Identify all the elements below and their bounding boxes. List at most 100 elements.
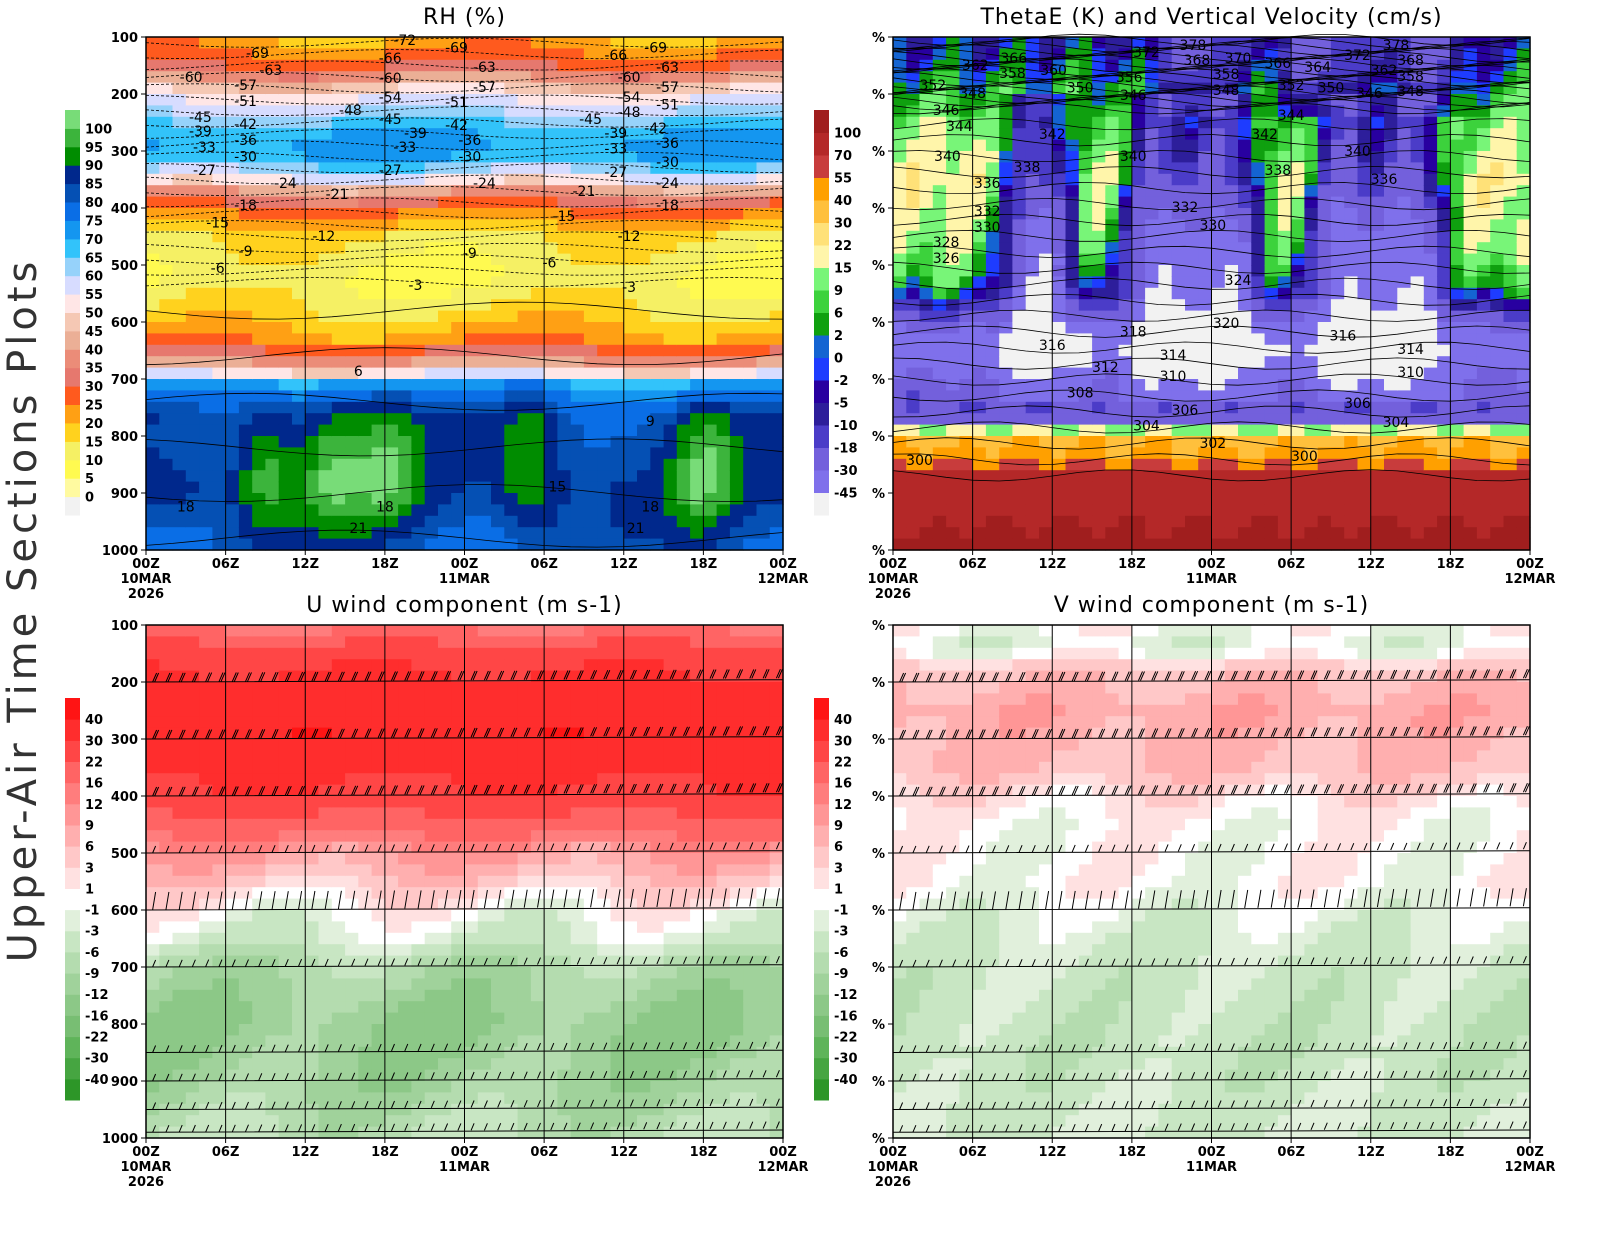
- field-cell: [398, 390, 412, 402]
- field-cell: [1132, 447, 1146, 459]
- field-cell: [1411, 425, 1425, 437]
- field-cell: [1132, 379, 1146, 391]
- field-cell: [959, 219, 973, 231]
- field-cell: [597, 288, 611, 300]
- field-cell: [358, 299, 372, 311]
- field-cell: [1437, 345, 1451, 357]
- field-cell: [279, 482, 293, 494]
- field-cell: [770, 299, 784, 311]
- field-cell: [212, 762, 226, 774]
- field-cell: [265, 470, 279, 482]
- field-cell: [1079, 128, 1093, 140]
- field-cell: [1358, 459, 1372, 471]
- field-cell: [677, 219, 691, 231]
- field-cell: [1464, 356, 1478, 368]
- field-cell: [1318, 105, 1332, 117]
- field-cell: [571, 447, 585, 459]
- contour-label: 9: [646, 414, 655, 430]
- field-cell: [1304, 288, 1318, 300]
- field-cell: [173, 162, 187, 174]
- field-cell: [159, 659, 173, 671]
- field-cell: [920, 345, 934, 357]
- field-cell: [319, 71, 333, 83]
- field-cell: [770, 390, 784, 402]
- field-cell: [279, 197, 293, 209]
- field-cell: [1265, 219, 1279, 231]
- contour-label: 362: [1371, 63, 1398, 79]
- field-cell: [173, 887, 187, 899]
- field-cell: [1464, 482, 1478, 494]
- field-cell: [1477, 436, 1491, 448]
- field-cell: [1198, 265, 1212, 277]
- field-cell: [1490, 425, 1504, 437]
- field-cell: [703, 128, 717, 140]
- field-cell: [1105, 470, 1119, 482]
- field-cell: [478, 299, 492, 311]
- field-cell: [385, 482, 399, 494]
- field-cell: [146, 322, 160, 334]
- field-cell: [933, 174, 947, 186]
- field-cell: [1517, 447, 1531, 459]
- field-cell: [1172, 539, 1186, 551]
- field-cell: [385, 436, 399, 448]
- field-cell: [717, 311, 731, 323]
- field-cell: [411, 311, 425, 323]
- field-cell: [159, 990, 173, 1002]
- field-cell: [146, 864, 160, 876]
- field-cell: [717, 162, 731, 174]
- field-cell: [1251, 208, 1265, 220]
- field-cell: [1225, 402, 1239, 414]
- field-cell: [757, 390, 771, 402]
- x-tick-label: 18Z: [371, 557, 399, 572]
- field-cell: [584, 436, 598, 448]
- field-cell: [1225, 539, 1239, 551]
- field-cell: [611, 368, 625, 380]
- field-cell: [411, 379, 425, 391]
- field-cell: [1198, 174, 1212, 186]
- field-cell: [1358, 379, 1372, 391]
- field-cell: [385, 219, 399, 231]
- field-cell: [637, 368, 651, 380]
- field-cell: [1437, 482, 1451, 494]
- field-cell: [465, 459, 479, 471]
- field-cell: [557, 539, 571, 551]
- field-cell: [411, 493, 425, 505]
- field-cell: [385, 322, 399, 334]
- field-cell: [518, 527, 532, 539]
- contour-label: 348: [1397, 84, 1424, 100]
- field-cell: [226, 705, 240, 717]
- field-cell: [1504, 516, 1518, 528]
- field-cell: [703, 197, 717, 209]
- field-cell: [146, 625, 160, 637]
- field-cell: [159, 807, 173, 819]
- field-cell: [1371, 516, 1385, 528]
- field-cell: [1158, 174, 1172, 186]
- field-cell: [279, 356, 293, 368]
- field-cell: [518, 470, 532, 482]
- field-cell: [1039, 105, 1053, 117]
- field-cell: [212, 413, 226, 425]
- field-cell: [624, 356, 638, 368]
- field-cell: [345, 493, 359, 505]
- field-cell: [478, 37, 492, 49]
- field-cell: [959, 504, 973, 516]
- field-cell: [920, 539, 934, 551]
- field-cell: [1278, 527, 1292, 539]
- field-cell: [1344, 174, 1358, 186]
- field-cell: [1437, 447, 1451, 459]
- field-cell: [1145, 390, 1159, 402]
- contour-label: -18: [656, 198, 679, 214]
- field-cell: [1092, 504, 1106, 516]
- field-cell: [1397, 516, 1411, 528]
- field-cell: [478, 105, 492, 117]
- field-cell: [999, 197, 1013, 209]
- field-cell: [1039, 231, 1053, 243]
- field-cell: [717, 322, 731, 334]
- field-cell: [677, 299, 691, 311]
- field-cell: [664, 322, 678, 334]
- field-cell: [465, 379, 479, 391]
- field-cell: [650, 322, 664, 334]
- field-cell: [1132, 504, 1146, 516]
- field-cell: [743, 48, 757, 60]
- field-cell: [491, 368, 505, 380]
